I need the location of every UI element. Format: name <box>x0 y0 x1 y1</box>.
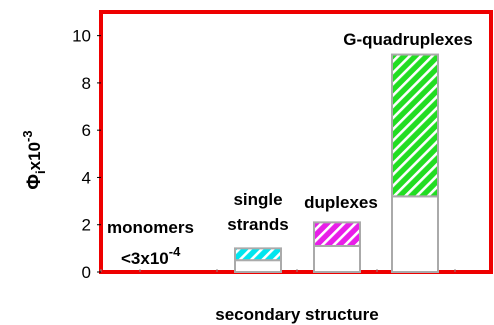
y-axis: 0 2 4 6 8 10 <box>72 27 101 282</box>
annotation-monomers-base: <3x10 <box>121 249 169 268</box>
annotation-duplexes: duplexes <box>304 193 378 212</box>
y-axis-title-subscript: i <box>33 170 48 174</box>
y-tick-label-3: 6 <box>82 121 91 140</box>
bar-base-3 <box>391 195 439 273</box>
y-axis-title-rest: x10 <box>25 142 44 170</box>
plot-frame <box>99 10 493 274</box>
bar-base-1 <box>234 259 282 274</box>
y-axis-title-exponent: -3 <box>20 130 35 142</box>
y-axis-title: Φix10-3 <box>20 130 48 189</box>
annotation-monomers-line2: <3x10-4 <box>121 244 181 268</box>
bar-hatched-1 <box>234 247 282 262</box>
x-axis-title: secondary structure <box>215 305 378 324</box>
y-tick-label-5: 10 <box>72 27 91 46</box>
annotation-single-strands-line2: strands <box>227 215 288 234</box>
y-tick-label-4: 8 <box>82 74 91 93</box>
bars-group <box>100 53 456 274</box>
y-tick-label-0: 0 <box>82 263 91 282</box>
bar-hatched-2 <box>313 221 361 247</box>
y-axis-title-main: Φ <box>24 174 45 190</box>
bar-base-2 <box>313 245 361 273</box>
annotation-monomers-line1: monomers <box>107 218 194 237</box>
annotation-monomers-exponent: -4 <box>169 244 181 259</box>
annotation-g-quadruplexes: G-quadruplexes <box>343 30 472 49</box>
y-tick-label-2: 4 <box>82 168 91 187</box>
annotation-single-strands-line1: single <box>233 190 282 209</box>
y-tick-label-1: 2 <box>82 216 91 235</box>
bar-hatched-3 <box>391 53 439 198</box>
